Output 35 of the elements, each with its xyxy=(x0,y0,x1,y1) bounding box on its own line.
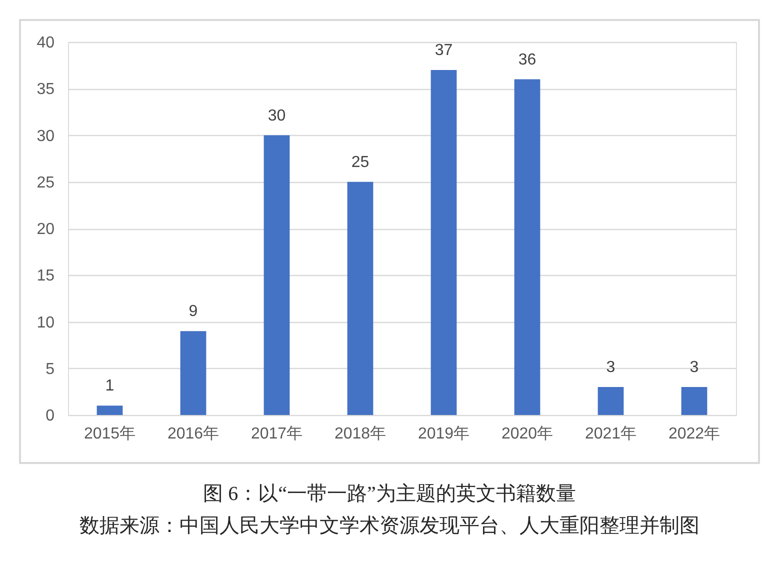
bar xyxy=(96,406,123,415)
bar xyxy=(430,70,457,415)
y-tick-label: 0 xyxy=(46,408,55,424)
x-tick-label: 2020年 xyxy=(501,426,554,442)
bar xyxy=(347,182,374,415)
data-label: 1 xyxy=(105,378,114,395)
x-tick-label: 2018年 xyxy=(334,426,386,442)
y-tick-label: 40 xyxy=(36,34,55,52)
bar xyxy=(180,331,206,415)
bar xyxy=(264,135,290,415)
y-tick-label: 20 xyxy=(36,221,55,238)
bar xyxy=(681,387,708,415)
x-tick-label: 2016年 xyxy=(167,426,220,442)
data-label: 25 xyxy=(351,154,370,171)
x-tick-label: 2022年 xyxy=(668,426,720,442)
x-tick-label: 2019年 xyxy=(418,426,470,442)
y-tick-label: 15 xyxy=(36,268,55,285)
source-note: 数据来源：中国人民大学中文学术资源发现平台、人大重阳整理并制图 xyxy=(80,515,700,537)
bar xyxy=(514,79,540,415)
data-label: 37 xyxy=(434,42,453,59)
y-tick-label: 25 xyxy=(36,174,55,192)
x-tick-label: 2021年 xyxy=(584,426,637,442)
text: 图 6：以“一带一路”为主题的英文书籍数量 xyxy=(203,482,576,505)
y-tick-label: 5 xyxy=(46,360,55,378)
y-tick-label: 35 xyxy=(36,81,55,98)
data-label: 3 xyxy=(690,359,699,376)
data-label: 30 xyxy=(268,107,286,124)
y-tick-label: 30 xyxy=(36,128,55,145)
x-tick-label: 2017年 xyxy=(250,426,303,442)
data-label: 36 xyxy=(518,51,536,68)
data-label: 3 xyxy=(606,359,616,376)
bar xyxy=(598,387,624,415)
x-tick-label: 2015年 xyxy=(84,426,136,442)
data-label: 9 xyxy=(188,303,198,320)
y-tick-label: 10 xyxy=(36,314,55,332)
